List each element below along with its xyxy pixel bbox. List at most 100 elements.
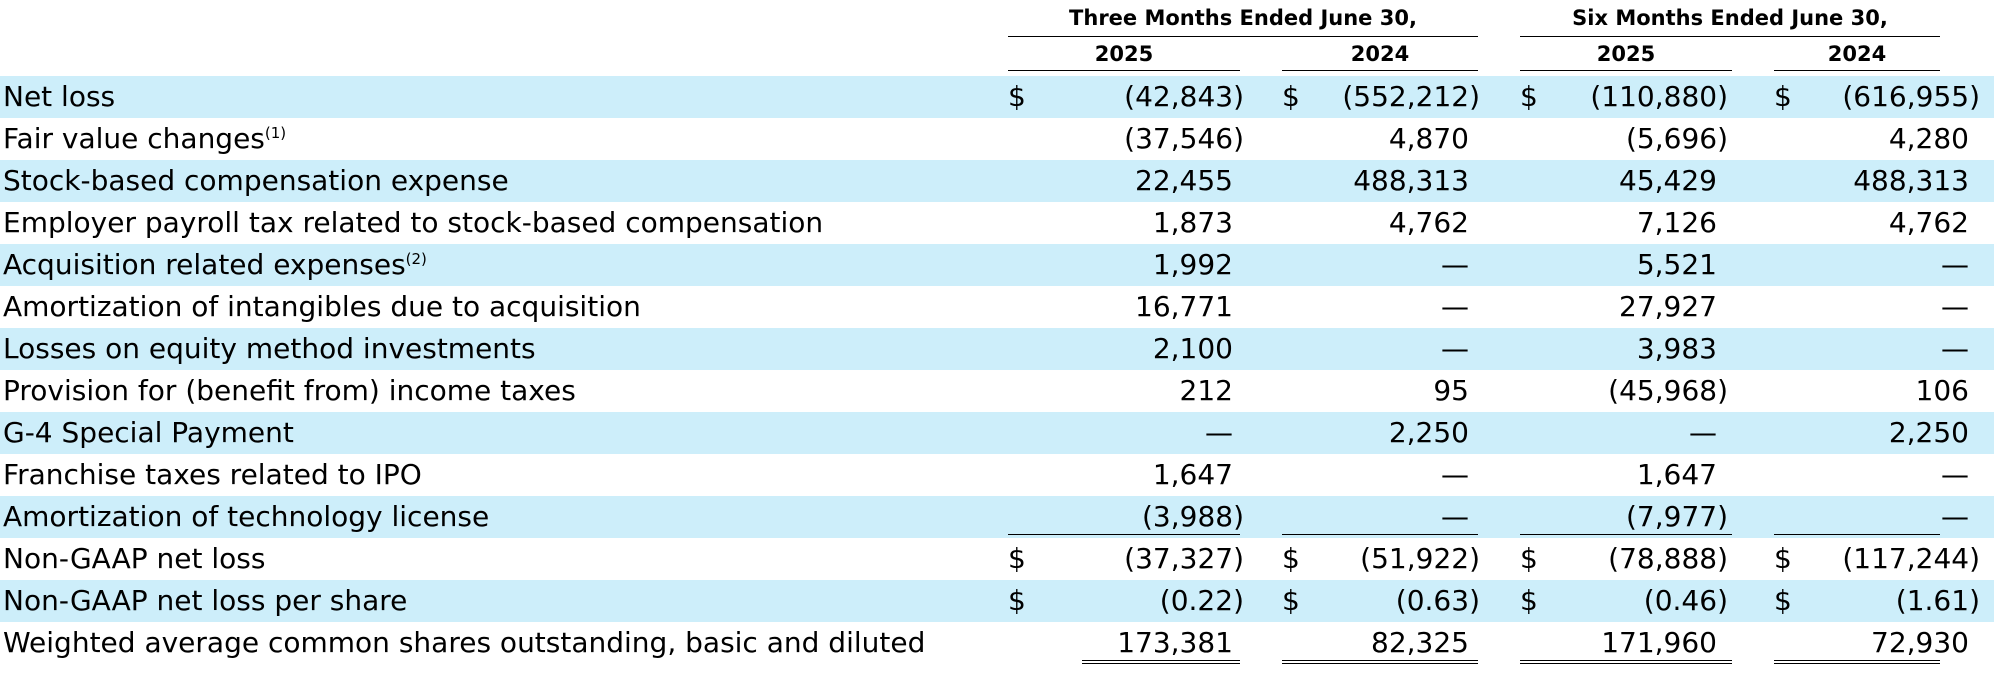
currency-symbol: $ [1520, 80, 1538, 113]
value-cell: (1.61) [1895, 584, 1980, 617]
header-year-q-2025: 2025 [1094, 42, 1154, 66]
table-row: Weighted average common shares outstandi… [0, 622, 1994, 664]
value-cell: (78,888) [1608, 542, 1728, 575]
header-three-months: Three Months Ended June 30, [1069, 6, 1417, 30]
value-cell: 45,429 [1619, 164, 1717, 197]
table-row: Amortization of technology license (3,988… [0, 496, 1994, 538]
value-cell: 7,126 [1636, 206, 1717, 239]
table-row: Net loss $ (42,843) $ (552,212) $ (110,880) $ (6… [0, 76, 1994, 118]
value-cell: — [1941, 458, 1969, 491]
row-label: Non-GAAP net loss [3, 538, 265, 580]
value-cell: 3,983 [1636, 332, 1717, 365]
table-row: Franchise taxes related to IPO 1,647 — 1,64… [0, 454, 1994, 496]
value-cell: (110,880) [1590, 80, 1728, 113]
currency-symbol: $ [1282, 542, 1300, 575]
value-cell: 82,325 [1371, 626, 1469, 659]
subtotal-rule-2 [1282, 534, 1478, 535]
value-cell: — [1941, 332, 1969, 365]
year-underline-3 [1520, 70, 1732, 71]
row-label-text: Losses on equity method investments [3, 332, 536, 365]
total-rule-4 [1774, 660, 1940, 664]
footnote-marker: (1) [264, 124, 287, 142]
value-cell: (7,977) [1625, 500, 1728, 533]
row-label: Weighted average common shares outstandi… [3, 622, 925, 664]
row-label: Non-GAAP net loss per share [3, 580, 407, 622]
row-label: Amortization of intangibles due to acqui… [3, 286, 641, 328]
header-underline-three [1008, 36, 1478, 37]
table-row: Provision for (benefit from) income taxe… [0, 370, 1994, 412]
value-cell: — [1441, 248, 1469, 281]
value-cell: 4,762 [1888, 206, 1969, 239]
currency-symbol: $ [1774, 584, 1792, 617]
table-row: Non-GAAP net loss $ (37,327) $ (51,922) $ (78,… [0, 538, 1994, 580]
value-cell: — [1205, 416, 1233, 449]
footnote-marker: (2) [405, 250, 427, 268]
value-cell: (3,988) [1141, 500, 1244, 533]
value-cell: 106 [1915, 374, 1969, 407]
value-cell: — [1441, 290, 1469, 323]
row-label-text: Non-GAAP net loss per share [3, 584, 408, 617]
row-label-text: Weighted average common shares outstandi… [3, 626, 926, 659]
value-cell: 2,250 [1888, 416, 1969, 449]
value-cell: (0.22) [1159, 584, 1244, 617]
table-row: Employer payroll tax related to stock-ba… [0, 202, 1994, 244]
value-cell: (42,843) [1124, 80, 1244, 113]
table-row: Amortization of intangibles due to acqui… [0, 286, 1994, 328]
row-label: Amortization of technology license [3, 496, 489, 538]
value-cell: 4,280 [1888, 122, 1969, 155]
subtotal-rule-4 [1774, 534, 1940, 535]
value-cell: — [1689, 416, 1717, 449]
value-cell: 5,521 [1636, 248, 1717, 281]
value-cell: 488,313 [1853, 164, 1969, 197]
table-row: Losses on equity method investments 2,100… [0, 328, 1994, 370]
row-label: Stock-based compensation expense [3, 160, 509, 202]
value-cell: 212 [1179, 374, 1233, 407]
currency-symbol: $ [1008, 80, 1026, 113]
subtotal-rule-1 [1008, 534, 1240, 535]
total-rule-1 [1082, 660, 1240, 664]
header-year-s-2025: 2025 [1596, 42, 1656, 66]
value-cell: 95 [1433, 374, 1469, 407]
row-label-text: Fair value changes [3, 122, 265, 155]
table-row: G-4 Special Payment — 2,250 — 2,250 [0, 412, 1994, 454]
value-cell: 27,927 [1619, 290, 1717, 323]
value-cell: — [1441, 458, 1469, 491]
value-cell: — [1941, 290, 1969, 323]
value-cell: (0.63) [1395, 584, 1480, 617]
row-label: Fair value changes(1) [3, 118, 286, 160]
header-underline-six [1520, 36, 1940, 37]
currency-symbol: $ [1282, 584, 1300, 617]
value-cell: (37,546) [1124, 122, 1244, 155]
row-label-text: Provision for (benefit from) income taxe… [3, 374, 576, 407]
value-cell: 72,930 [1871, 626, 1969, 659]
value-cell: 1,647 [1152, 458, 1233, 491]
row-label: Provision for (benefit from) income taxe… [3, 370, 576, 412]
row-label-text: Stock-based compensation expense [3, 164, 509, 197]
value-cell: (5,696) [1625, 122, 1728, 155]
currency-symbol: $ [1520, 584, 1538, 617]
value-cell: 488,313 [1353, 164, 1469, 197]
value-cell: (45,968) [1608, 374, 1728, 407]
value-cell: — [1941, 500, 1969, 533]
value-cell: 1,992 [1152, 248, 1233, 281]
currency-symbol: $ [1774, 80, 1792, 113]
value-cell: (51,922) [1360, 542, 1480, 575]
row-label-text: G-4 Special Payment [3, 416, 294, 449]
value-cell: — [1941, 248, 1969, 281]
row-label: Acquisition related expenses(2) [3, 244, 427, 286]
row-label: Franchise taxes related to IPO [3, 454, 422, 496]
row-label: Losses on equity method investments [3, 328, 536, 370]
value-cell: (0.46) [1643, 584, 1728, 617]
row-label-text: Amortization of intangibles due to acqui… [3, 290, 641, 323]
total-rule-3 [1520, 660, 1732, 664]
value-cell: 4,870 [1388, 122, 1469, 155]
row-label: G-4 Special Payment [3, 412, 294, 454]
row-label: Net loss [3, 76, 115, 118]
currency-symbol: $ [1008, 584, 1026, 617]
value-cell: — [1441, 332, 1469, 365]
table-row: Non-GAAP net loss per share $ (0.22) $ (0.63… [0, 580, 1994, 622]
value-cell: 22,455 [1135, 164, 1233, 197]
value-cell: 1,873 [1152, 206, 1233, 239]
currency-symbol: $ [1008, 542, 1026, 575]
row-label-text: Acquisition related expenses [3, 248, 406, 281]
